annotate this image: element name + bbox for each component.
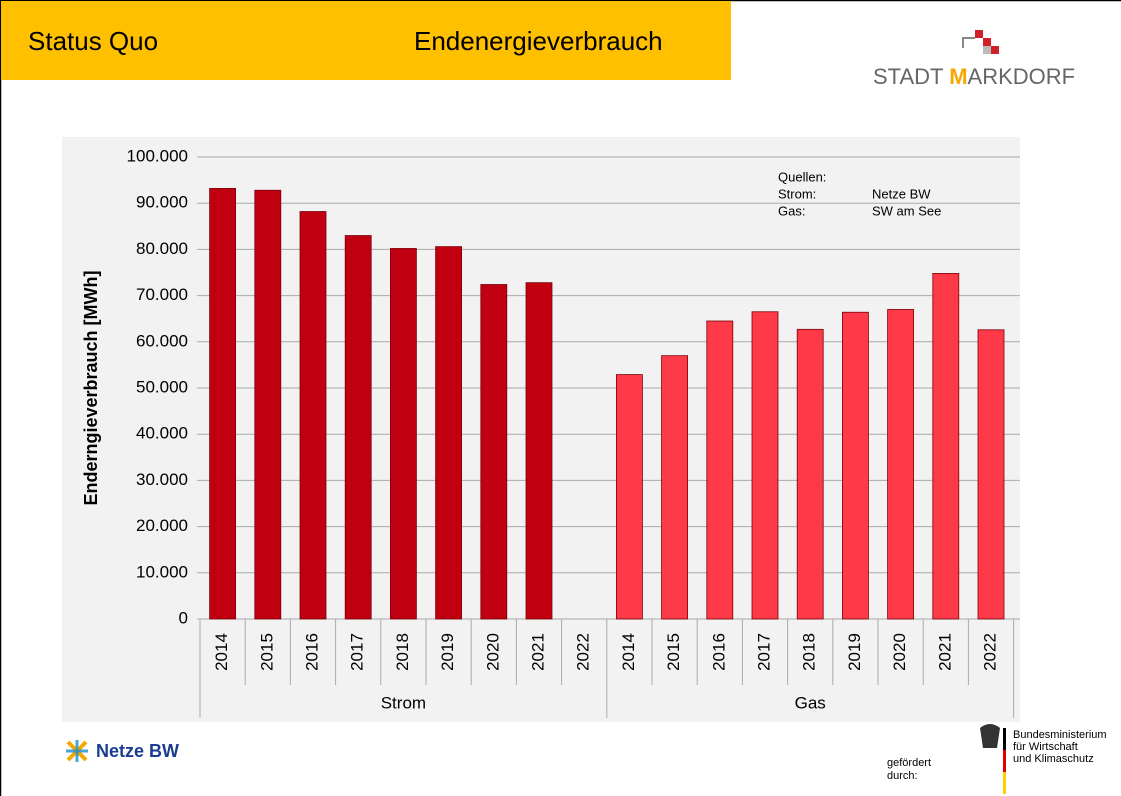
y-tick-label: 40.000 — [136, 424, 188, 443]
logo-part: ARKDORF — [968, 64, 1076, 89]
y-tick-label: 90.000 — [136, 193, 188, 212]
ministry-text: Bundesministerium — [1013, 729, 1107, 741]
x-tick-label: 2021 — [528, 633, 547, 671]
x-tick-label: 2019 — [845, 633, 864, 671]
bar — [751, 311, 779, 620]
y-tick-label: 50.000 — [136, 377, 188, 396]
y-tick-label: 80.000 — [136, 239, 188, 258]
annotation: Netze BW — [872, 186, 931, 201]
ministry-text: und Klimaschutz — [1013, 753, 1094, 765]
bar — [480, 284, 508, 620]
x-tick-label: 2017 — [754, 633, 773, 671]
bar — [932, 273, 960, 620]
bar — [796, 328, 824, 620]
x-tick-label: 2019 — [438, 633, 457, 671]
x-tick-label: 2022 — [574, 633, 593, 671]
bar — [706, 320, 734, 620]
bar — [299, 211, 327, 620]
y-tick-label: 60.000 — [136, 331, 188, 350]
annotation: Gas: — [778, 203, 805, 218]
flag-stripe — [1003, 750, 1006, 772]
y-tick-label: 10.000 — [136, 562, 188, 581]
logo-part: STADT — [873, 64, 943, 89]
x-tick-label: 2021 — [935, 633, 954, 671]
annotation: SW am See — [872, 203, 941, 218]
header-bar — [1, 1, 731, 80]
slide-title: Endenergieverbrauch — [414, 26, 663, 56]
netze-logo — [66, 740, 88, 762]
x-tick-label: 2018 — [393, 633, 412, 671]
logo-icon — [962, 30, 999, 54]
y-tick-label: 0 — [179, 608, 188, 627]
y-axis-title: Enderngieverbrauch [MWh] — [81, 270, 101, 505]
x-tick-label: 2016 — [709, 633, 728, 671]
x-tick-label: 2014 — [212, 633, 231, 671]
logo-part: M — [949, 64, 967, 89]
y-tick-label: 100.000 — [127, 146, 188, 165]
bar — [661, 355, 688, 620]
flag-stripe — [1003, 772, 1006, 794]
partner-logo-text: Netze BW — [96, 741, 179, 761]
x-tick-label: 2015 — [257, 633, 276, 671]
group-label: Gas — [795, 693, 826, 712]
bar — [435, 246, 463, 620]
bar — [389, 248, 417, 620]
ministry-text: für Wirtschaft — [1013, 741, 1078, 753]
x-tick-label: 2015 — [664, 633, 683, 671]
bar — [344, 235, 372, 620]
x-tick-label: 2017 — [348, 633, 367, 671]
eagle-icon — [980, 724, 1000, 748]
x-tick-label: 2020 — [890, 633, 909, 671]
x-tick-label: 2016 — [302, 633, 321, 671]
section-title: Status Quo — [28, 26, 158, 56]
bar — [525, 282, 553, 620]
bar — [616, 374, 643, 620]
funded-text: gefördert — [887, 757, 931, 769]
annotation: Strom: — [778, 186, 816, 201]
annotation: Quellen: — [778, 169, 826, 184]
group-label: Strom — [381, 693, 426, 712]
y-tick-label: 30.000 — [136, 470, 188, 489]
bar — [254, 189, 282, 620]
flag-stripe — [1003, 728, 1006, 750]
x-tick-label: 2018 — [800, 633, 819, 671]
bar — [842, 311, 869, 620]
y-tick-label: 20.000 — [136, 516, 188, 535]
bar — [209, 188, 237, 620]
bar — [977, 329, 1005, 620]
x-tick-label: 2020 — [483, 633, 502, 671]
funded-text: durch: — [887, 770, 918, 782]
logo-text: STADT MARKDORF — [873, 64, 1075, 89]
x-tick-label: 2014 — [619, 633, 638, 671]
bar — [887, 309, 914, 620]
y-tick-label: 70.000 — [136, 285, 188, 304]
x-tick-label: 2022 — [980, 633, 999, 671]
